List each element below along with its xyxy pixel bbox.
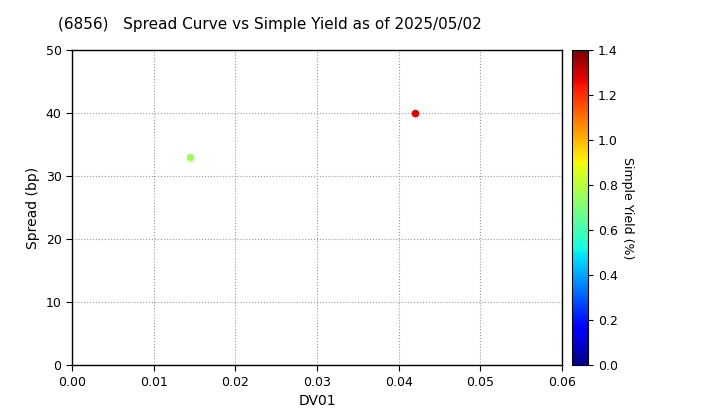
Y-axis label: Spread (bp): Spread (bp) bbox=[26, 167, 40, 249]
Point bbox=[184, 154, 196, 161]
Point bbox=[409, 110, 420, 117]
Y-axis label: Simple Yield (%): Simple Yield (%) bbox=[621, 157, 634, 259]
X-axis label: DV01: DV01 bbox=[298, 394, 336, 408]
Text: (6856)   Spread Curve vs Simple Yield as of 2025/05/02: (6856) Spread Curve vs Simple Yield as o… bbox=[58, 17, 482, 32]
